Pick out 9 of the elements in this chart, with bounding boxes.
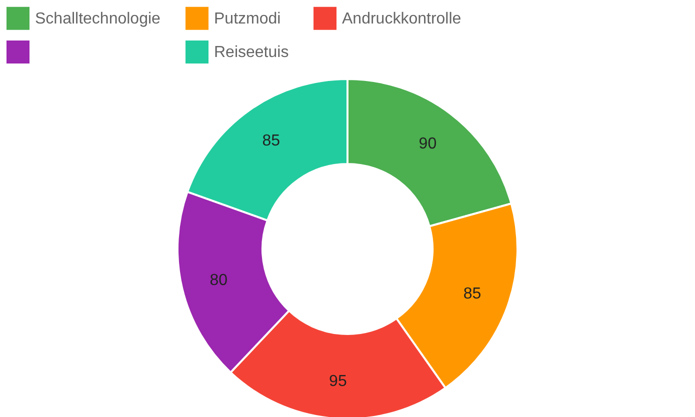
data-label: 85 bbox=[463, 286, 482, 303]
legend-label: Schalltechnologie bbox=[35, 10, 161, 28]
data-label: 90 bbox=[418, 136, 437, 153]
data-label: 80 bbox=[210, 272, 228, 289]
legend-label: Andruckkontrolle bbox=[342, 10, 462, 28]
legend-label: Reiseetuis bbox=[214, 44, 289, 61]
data-label: 85 bbox=[262, 132, 280, 150]
legend-label: Putzmodi bbox=[214, 10, 281, 28]
data-label: 95 bbox=[329, 373, 347, 390]
